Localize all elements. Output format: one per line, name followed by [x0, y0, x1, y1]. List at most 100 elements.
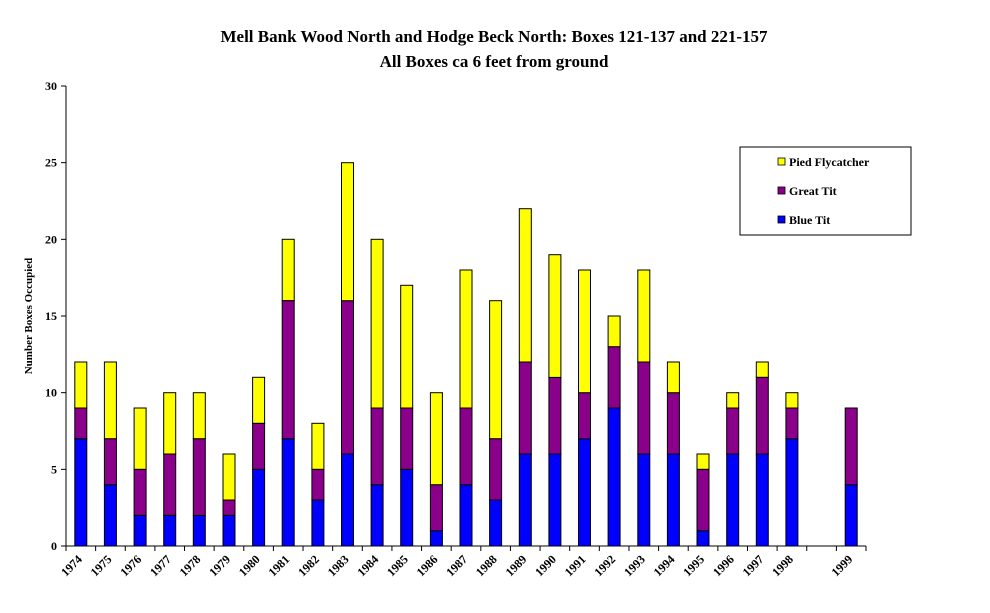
bar-blue-tit-1992 [607, 407, 621, 547]
legend-label-blue-tit: Blue Tit [789, 213, 830, 227]
bar-great-tit-1984 [370, 407, 384, 486]
bar-blue-tit-1998 [785, 438, 799, 547]
bar-great-tit-1974 [74, 407, 88, 440]
x-tick-label: 1987 [443, 552, 470, 579]
bar-pied-flycatcher-1996 [726, 392, 740, 409]
x-tick-label: 1982 [295, 552, 322, 579]
legend-label-great-tit: Great Tit [789, 184, 837, 198]
bar-pied-flycatcher-1992 [607, 315, 621, 348]
bar-great-tit-1975 [103, 438, 117, 486]
legend-swatch-great-tit [777, 186, 786, 195]
bar-great-tit-1985 [400, 407, 414, 470]
bar-pied-flycatcher-1997 [755, 361, 769, 378]
x-tick-label: 1974 [58, 552, 85, 579]
bar-great-tit-1989 [518, 361, 532, 455]
bar-blue-tit-1991 [578, 438, 591, 547]
x-tick-label: 1975 [88, 552, 115, 579]
bar-great-tit-1983 [341, 300, 354, 455]
bar-blue-tit-1988 [489, 499, 503, 547]
x-tick-label: 1984 [354, 552, 381, 579]
x-tick-label: 1986 [414, 552, 441, 579]
x-tick-label: 1999 [828, 552, 855, 579]
chart-subtitle: All Boxes ca 6 feet from ground [380, 52, 609, 71]
y-tick-label: 30 [45, 79, 57, 93]
bar-pied-flycatcher-1991 [578, 269, 591, 394]
bar-great-tit-1981 [281, 300, 295, 440]
x-tick-label: 1985 [384, 552, 411, 579]
bar-pied-flycatcher-1974 [74, 361, 88, 409]
bar-pied-flycatcher-1978 [192, 392, 206, 440]
chart-title: Mell Bank Wood North and Hodge Beck Nort… [220, 27, 768, 46]
x-tick-label: 1997 [740, 552, 767, 579]
x-tick-label: 1977 [147, 552, 174, 579]
y-tick-label: 5 [51, 462, 57, 476]
y-tick-label: 15 [45, 309, 57, 323]
bar-pied-flycatcher-1990 [548, 254, 562, 378]
bar-blue-tit-1990 [548, 453, 562, 547]
bar-blue-tit-1994 [666, 453, 680, 547]
bar-pied-flycatcher-1985 [400, 284, 414, 409]
bar-blue-tit-1995 [696, 530, 710, 547]
bar-great-tit-1982 [311, 468, 325, 501]
bar-great-tit-1991 [578, 392, 591, 440]
bar-blue-tit-1979 [222, 514, 236, 547]
bar-pied-flycatcher-1981 [281, 238, 295, 302]
bar-blue-tit-1985 [400, 468, 414, 547]
bar-great-tit-1998 [785, 407, 799, 440]
x-tick-label: 1988 [473, 552, 500, 579]
bar-blue-tit-1999 [844, 484, 858, 547]
bar-pied-flycatcher-1976 [133, 407, 147, 470]
bar-blue-tit-1986 [429, 530, 443, 547]
bar-great-tit-1996 [726, 407, 740, 455]
bar-pied-flycatcher-1989 [518, 208, 532, 363]
bar-blue-tit-1996 [726, 453, 740, 547]
bar-pied-flycatcher-1982 [311, 422, 325, 470]
bar-great-tit-1987 [459, 407, 473, 486]
bar-pied-flycatcher-1980 [252, 376, 266, 424]
bar-great-tit-1993 [637, 361, 651, 455]
y-axis-label: Number Boxes Occupied [23, 258, 35, 375]
bar-great-tit-1994 [666, 392, 680, 455]
x-tick-label: 1990 [532, 552, 559, 579]
x-tick-label: 1979 [206, 552, 233, 579]
bar-great-tit-1977 [163, 453, 177, 516]
legend-box [739, 146, 912, 236]
bar-great-tit-1992 [607, 346, 621, 409]
bar-blue-tit-1978 [192, 514, 206, 547]
bar-pied-flycatcher-1983 [341, 162, 354, 302]
bar-great-tit-1999 [844, 407, 858, 486]
bar-great-tit-1976 [133, 468, 147, 516]
bar-great-tit-1988 [489, 438, 503, 501]
bar-pied-flycatcher-1975 [103, 361, 117, 440]
bar-pied-flycatcher-1993 [637, 269, 651, 363]
x-tick-label: 1995 [680, 552, 707, 579]
bar-pied-flycatcher-1979 [222, 453, 236, 501]
bar-great-tit-1990 [548, 376, 562, 455]
bar-blue-tit-1980 [252, 468, 266, 547]
bar-blue-tit-1993 [637, 453, 651, 547]
bar-blue-tit-1989 [518, 453, 532, 547]
x-tick-label: 1994 [651, 552, 678, 579]
bar-great-tit-1997 [755, 376, 769, 455]
x-tick-label: 1983 [325, 552, 352, 579]
bar-great-tit-1995 [696, 468, 710, 532]
x-tick-label: 1992 [591, 552, 618, 579]
x-tick-label: 1996 [710, 552, 737, 579]
x-tick-label: 1976 [117, 552, 144, 579]
x-tick-label: 1989 [503, 552, 530, 579]
y-tick-label: 0 [51, 539, 57, 553]
bar-great-tit-1979 [222, 499, 236, 516]
bar-blue-tit-1983 [341, 453, 354, 547]
bar-blue-tit-1981 [281, 438, 295, 547]
bar-blue-tit-1976 [133, 514, 147, 547]
bar-blue-tit-1982 [311, 499, 325, 547]
bar-pied-flycatcher-1988 [489, 300, 503, 440]
bar-pied-flycatcher-1995 [696, 453, 710, 470]
legend-swatch-blue-tit [777, 215, 786, 224]
bar-pied-flycatcher-1977 [163, 392, 177, 455]
bar-pied-flycatcher-1986 [429, 392, 443, 486]
bar-great-tit-1980 [252, 422, 266, 470]
x-tick-label: 1978 [177, 552, 204, 579]
